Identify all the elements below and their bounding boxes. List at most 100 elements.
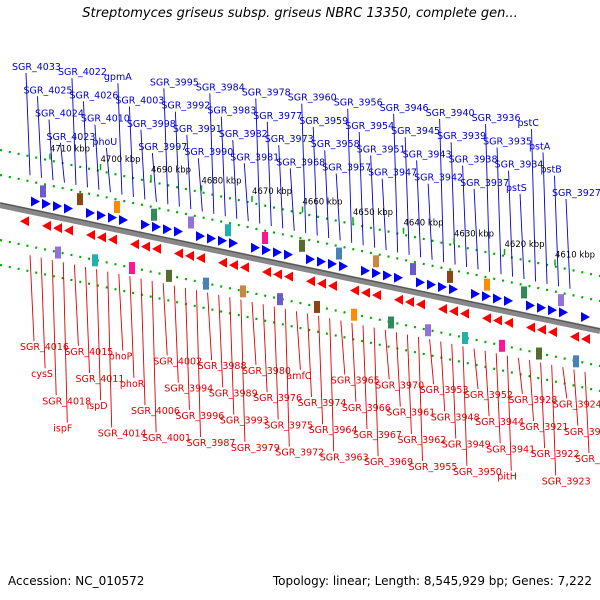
reverse-gene-arrow xyxy=(581,334,590,345)
leader-line xyxy=(220,116,226,217)
gene-label: SGR_3967 xyxy=(353,430,402,441)
gene-label: SGR_3945 xyxy=(391,126,440,137)
forward-gene-arrow xyxy=(504,295,513,306)
leader-line xyxy=(278,145,284,229)
reverse-gene-arrow xyxy=(141,241,150,252)
reverse-gene-arrow xyxy=(152,243,161,254)
gene-label: SGR_3950 xyxy=(453,467,502,478)
gene-label: SGR_3991 xyxy=(173,124,222,135)
leader-line xyxy=(151,280,157,433)
gene-label: SGR_3973 xyxy=(265,134,314,145)
leader-line xyxy=(284,308,290,447)
gene-label: SGR_3962 xyxy=(397,435,446,446)
gene-label: SGR_3938 xyxy=(449,155,498,166)
gene-features xyxy=(20,185,590,368)
gene-label: SGR_3978 xyxy=(242,88,291,99)
tick-label: 4610 kbp xyxy=(555,251,595,261)
leader-line xyxy=(324,150,330,239)
leader-line xyxy=(416,160,422,258)
reverse-gene-arrow xyxy=(97,232,106,243)
gene-label: pstA xyxy=(529,141,551,152)
gene-label: SGR_4022 xyxy=(58,67,107,78)
annotation-block xyxy=(166,269,172,282)
annotation-block xyxy=(462,332,468,345)
forward-gene-arrow xyxy=(141,219,150,230)
dotted-tracks xyxy=(0,148,600,393)
gene-label: SGR_4002 xyxy=(153,356,202,367)
leader-line xyxy=(531,129,536,282)
gene-label: SGR_4010 xyxy=(81,114,130,125)
gene-label: SGR_4023 xyxy=(46,132,95,143)
gene-label: SGR_4024 xyxy=(35,109,84,120)
leader-line xyxy=(395,332,401,407)
genome-backbone xyxy=(0,202,600,334)
gene-label: SGR_3990 xyxy=(184,147,233,158)
leader-line xyxy=(186,134,192,210)
gene-label: SGR_3963 xyxy=(320,452,369,463)
forward-gene-arrow xyxy=(42,198,51,209)
gene-label: gpmA xyxy=(104,72,132,83)
forward-gene-arrow xyxy=(482,291,491,302)
reverse-gene-arrow xyxy=(240,262,249,273)
forward-gene-arrow xyxy=(526,300,535,311)
leader-line xyxy=(508,170,514,277)
leader-line xyxy=(240,299,246,442)
position-ticks: 4710 kbp 4700 kbp 4690 kbp 4680 kbp 4670 kbp… xyxy=(49,145,595,266)
reverse-gene-arrow xyxy=(42,220,51,231)
forward-gene-arrow xyxy=(449,284,458,295)
forward-gene-arrow xyxy=(548,305,557,316)
leader-line xyxy=(262,304,268,393)
forward-gene-arrow xyxy=(218,235,227,246)
annotation-block xyxy=(536,347,542,360)
gene-label: SGR_3952 xyxy=(464,390,513,401)
annotation-block xyxy=(277,293,283,306)
leader-line xyxy=(243,163,249,222)
gene-label: SGR_3968 xyxy=(276,157,325,168)
leader-line xyxy=(94,124,100,190)
forward-gene-arrow xyxy=(174,226,183,237)
reverse-gene-arrow xyxy=(20,216,29,227)
gene-label: SGR_4026 xyxy=(69,90,118,101)
annotation-block xyxy=(573,355,579,368)
annotation-block xyxy=(203,277,209,290)
tick-label: 4670 kbp xyxy=(252,187,292,197)
leader-line xyxy=(340,320,346,375)
leader-line xyxy=(451,343,457,439)
annotation-block xyxy=(521,286,527,299)
reverse-gene-arrow xyxy=(493,315,502,326)
gene-label: SGR_4033 xyxy=(12,62,61,73)
gene-label: SGR_3951 xyxy=(357,144,406,155)
annotation-block xyxy=(558,294,564,307)
dotted-track-line xyxy=(0,238,600,368)
leader-line xyxy=(462,346,468,466)
reverse-gene-arrow xyxy=(482,313,491,324)
reverse-gene-arrow xyxy=(449,306,458,317)
leader-line xyxy=(584,371,590,454)
gene-label: SGR_3972 xyxy=(275,448,324,459)
leader-line xyxy=(107,271,113,428)
gene-label: SGR_3977 xyxy=(253,111,302,122)
annotation-block xyxy=(77,193,83,206)
gene-label: cysS xyxy=(31,369,53,380)
reverse-gene-arrow xyxy=(306,276,315,287)
gene-label: ispD xyxy=(87,401,108,412)
leader-line xyxy=(485,124,491,272)
gene-label: SGR_3964 xyxy=(309,425,358,436)
forward-gene-arrow xyxy=(306,254,315,265)
leader-line xyxy=(551,364,557,476)
label-leader-lines xyxy=(25,72,590,476)
leader-line xyxy=(266,121,272,226)
gene-label: SGR_3987 xyxy=(187,438,236,449)
reverse-gene-arrow xyxy=(416,299,425,310)
gene-label: SGR_4016 xyxy=(20,342,69,353)
gene-label: amfC xyxy=(286,371,311,382)
genome-backbone-edge xyxy=(0,202,600,330)
gene-label: pstB xyxy=(541,165,562,176)
gene-label: SGR_3984 xyxy=(196,82,245,93)
leader-line xyxy=(229,297,235,415)
gene-label: SGR_4006 xyxy=(131,406,180,417)
gene-label: SGR_3941 xyxy=(486,444,535,455)
gene-label: SGR_3934 xyxy=(495,160,544,171)
leader-line xyxy=(329,318,335,452)
gene-label: SGR_3961 xyxy=(386,408,435,419)
